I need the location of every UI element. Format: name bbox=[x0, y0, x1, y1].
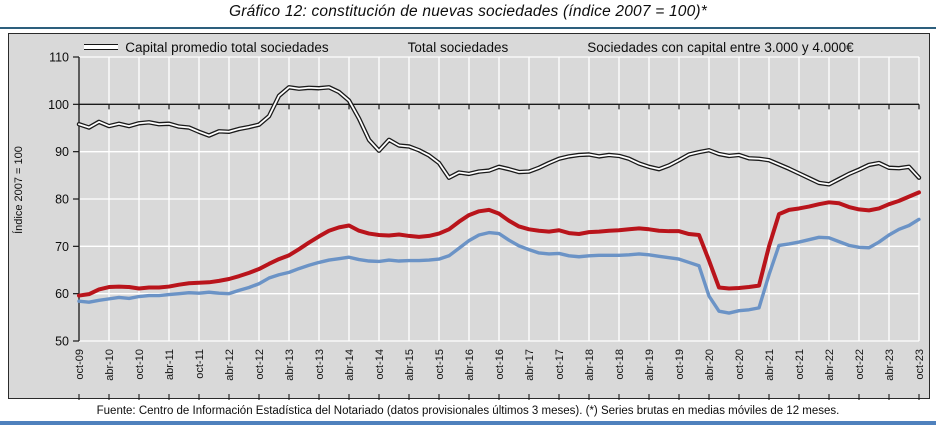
svg-text:oct-13: oct-13 bbox=[314, 349, 326, 380]
red-line-icon bbox=[546, 45, 580, 50]
black-double-line-icon bbox=[84, 44, 119, 50]
svg-text:oct-17: oct-17 bbox=[554, 349, 566, 380]
svg-text:100: 100 bbox=[48, 98, 69, 112]
svg-text:oct-14: oct-14 bbox=[374, 349, 386, 380]
series-total-sociedades bbox=[77, 217, 921, 315]
svg-text:50: 50 bbox=[55, 335, 69, 349]
svg-text:abr-19: abr-19 bbox=[644, 349, 656, 381]
legend: Capital promedio total sociedades Total … bbox=[9, 37, 929, 57]
svg-text:oct-19: oct-19 bbox=[674, 349, 686, 380]
title-divider bbox=[0, 27, 936, 29]
svg-text:abr-13: abr-13 bbox=[284, 349, 296, 381]
legend-label: Capital promedio total sociedades bbox=[125, 39, 329, 55]
svg-text:abr-22: abr-22 bbox=[824, 349, 836, 381]
svg-text:oct-10: oct-10 bbox=[134, 349, 146, 380]
svg-text:90: 90 bbox=[55, 145, 69, 159]
svg-text:abr-17: abr-17 bbox=[524, 349, 536, 381]
chart-area: Capital promedio total sociedades Total … bbox=[8, 33, 930, 400]
svg-text:oct-21: oct-21 bbox=[794, 349, 806, 380]
svg-text:80: 80 bbox=[55, 193, 69, 207]
svg-text:oct-18: oct-18 bbox=[614, 349, 626, 380]
blue-line-icon bbox=[367, 45, 401, 49]
svg-text:oct-22: oct-22 bbox=[854, 349, 866, 380]
svg-text:oct-12: oct-12 bbox=[254, 349, 266, 380]
svg-text:60: 60 bbox=[55, 287, 69, 301]
baseline-100 bbox=[78, 103, 920, 110]
svg-text:abr-10: abr-10 bbox=[104, 349, 116, 381]
svg-text:oct-11: oct-11 bbox=[194, 349, 206, 379]
source-text: Fuente: Centro de Información Estadístic… bbox=[96, 404, 840, 417]
legend-item-total-sociedades: Total sociedades bbox=[367, 40, 509, 55]
series-capital-promedio-core bbox=[78, 86, 920, 186]
legend-item-capital-promedio: Capital promedio total sociedades bbox=[84, 39, 329, 55]
svg-text:abr-21: abr-21 bbox=[764, 349, 776, 381]
y-axis: 50 60 70 80 90 100 110 bbox=[48, 51, 80, 349]
page-title: Gráfico 12: constitución de nuevas socie… bbox=[228, 3, 708, 20]
legend-item-sociedades-3000-4000: Sociedades con capital entre 3.000 y 4.0… bbox=[546, 40, 853, 55]
svg-text:abr-16: abr-16 bbox=[464, 349, 476, 381]
svg-text:abr-20: abr-20 bbox=[704, 349, 716, 381]
legend-label: Sociedades con capital entre 3.000 y 4.0… bbox=[587, 39, 854, 55]
svg-text:oct-16: oct-16 bbox=[494, 349, 506, 380]
svg-text:oct-20: oct-20 bbox=[734, 349, 746, 380]
source-footer: Fuente: Centro de Información Estadístic… bbox=[0, 400, 936, 421]
svg-text:110: 110 bbox=[49, 51, 69, 65]
x-axis-labels: oct-09 abr-10 oct-10 abr-11 oct-11 abr-12 oct-… bbox=[74, 349, 926, 400]
series-capital-3000-4000 bbox=[77, 190, 921, 298]
svg-text:70: 70 bbox=[55, 240, 69, 254]
svg-text:abr-14: abr-14 bbox=[344, 349, 356, 381]
svg-text:abr-23: abr-23 bbox=[884, 349, 896, 381]
svg-text:abr-15: abr-15 bbox=[404, 349, 416, 381]
bottom-accent-bar bbox=[0, 421, 936, 425]
plot-svg: 50 60 70 80 90 100 110 oct-09 abr-10 oct-10 abr-11… bbox=[48, 51, 926, 400]
svg-text:oct-09: oct-09 bbox=[74, 349, 86, 380]
svg-text:oct-15: oct-15 bbox=[434, 349, 446, 380]
svg-text:abr-18: abr-18 bbox=[584, 349, 596, 381]
legend-label: Total sociedades bbox=[407, 39, 509, 55]
svg-text:abr-12: abr-12 bbox=[224, 349, 236, 381]
svg-text:abr-11: abr-11 bbox=[164, 349, 176, 380]
svg-text:oct-23: oct-23 bbox=[914, 349, 926, 380]
